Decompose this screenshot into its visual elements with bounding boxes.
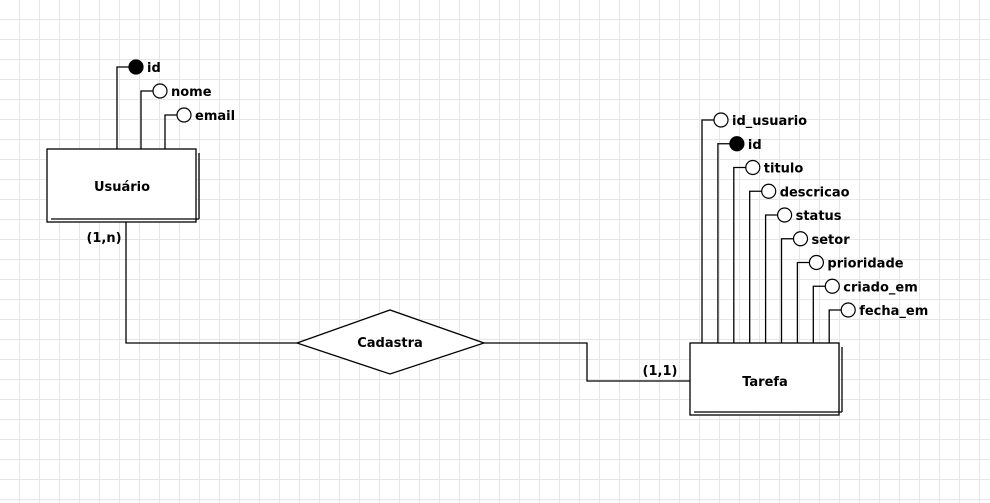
attribute-label: id_usuario [732,114,807,129]
attribute-label: id [147,61,161,76]
relationship-diamond[interactable] [295,309,487,375]
entity-usuario-name: Usuário [94,180,150,195]
line-usuario-cadastra [125,222,297,344]
attribute-connector [116,66,129,149]
attribute-tarefa-fecha_em[interactable]: fecha_em [828,302,928,343]
attribute-icon [176,107,192,123]
cardinality-tarefa: (1,1) [643,364,678,379]
attribute-icon [792,231,809,247]
attribute-label: criado_em [843,280,917,295]
key-attribute-icon [729,136,745,152]
entity-tarefa-box[interactable] [689,342,840,416]
attribute-icon [745,159,761,176]
attribute-tarefa-descricao[interactable]: descricao [749,183,850,343]
entity-usuario[interactable]: Usuário [46,148,200,223]
entity-tarefa[interactable]: Tarefa [689,342,843,416]
attribute-icon [840,302,856,318]
attribute-usuario-nome[interactable]: nome [140,83,212,149]
attribute-label: titulo [764,162,804,177]
attribute-connector [701,119,714,343]
attribute-icon [808,254,825,271]
attribute-connector [164,114,177,149]
attribute-tarefa-setor[interactable]: setor [780,231,851,343]
attribute-tarefa-status[interactable]: status [764,207,842,343]
attribute-connector [828,309,842,343]
attribute-connector [717,143,730,343]
line-cadastra-tarefa [484,342,690,382]
attribute-icon [776,207,793,223]
attribute-usuario-id[interactable]: id [116,59,161,149]
attribute-icon [761,183,777,199]
attribute-label: prioridade [827,257,903,272]
cardinality-usuario: (1,n) [86,231,121,246]
attribute-tarefa-prioridade[interactable]: prioridade [796,254,904,344]
attribute-tarefa-titulo[interactable]: titulo [733,159,804,344]
attribute-icon [152,83,168,99]
attribute-tarefa-id[interactable]: id [717,136,762,343]
attribute-connector [812,285,826,343]
attribute-icon [824,278,840,294]
attribute-connector [796,261,810,343]
attribute-usuario-email[interactable]: email [164,107,235,149]
attribute-label: descricao [780,185,850,200]
attribute-label: setor [812,233,851,248]
entity-tarefa-name: Tarefa [742,375,788,390]
attribute-label: status [796,209,842,224]
relationship-name: Cadastra [357,336,423,351]
entity-usuario-box[interactable] [46,148,197,223]
key-attribute-icon [128,59,144,75]
relationship-cadastra[interactable]: Cadastra [295,309,487,375]
attribute-tarefa-criado_em[interactable]: criado_em [812,278,918,343]
attribute-label: email [195,109,235,124]
attribute-connector [140,90,153,149]
attribute-label: fecha_em [859,304,928,319]
attribute-connector [749,190,762,343]
relationship-lines [125,222,690,382]
attribute-label: id [748,138,762,153]
attribute-connector [733,166,746,343]
attribute-tarefa-id_usuario[interactable]: id_usuario [701,112,807,343]
attribute-connector [764,214,778,343]
attribute-label: nome [171,85,212,100]
attribute-icon [713,112,729,128]
attribute-connector [780,238,794,343]
